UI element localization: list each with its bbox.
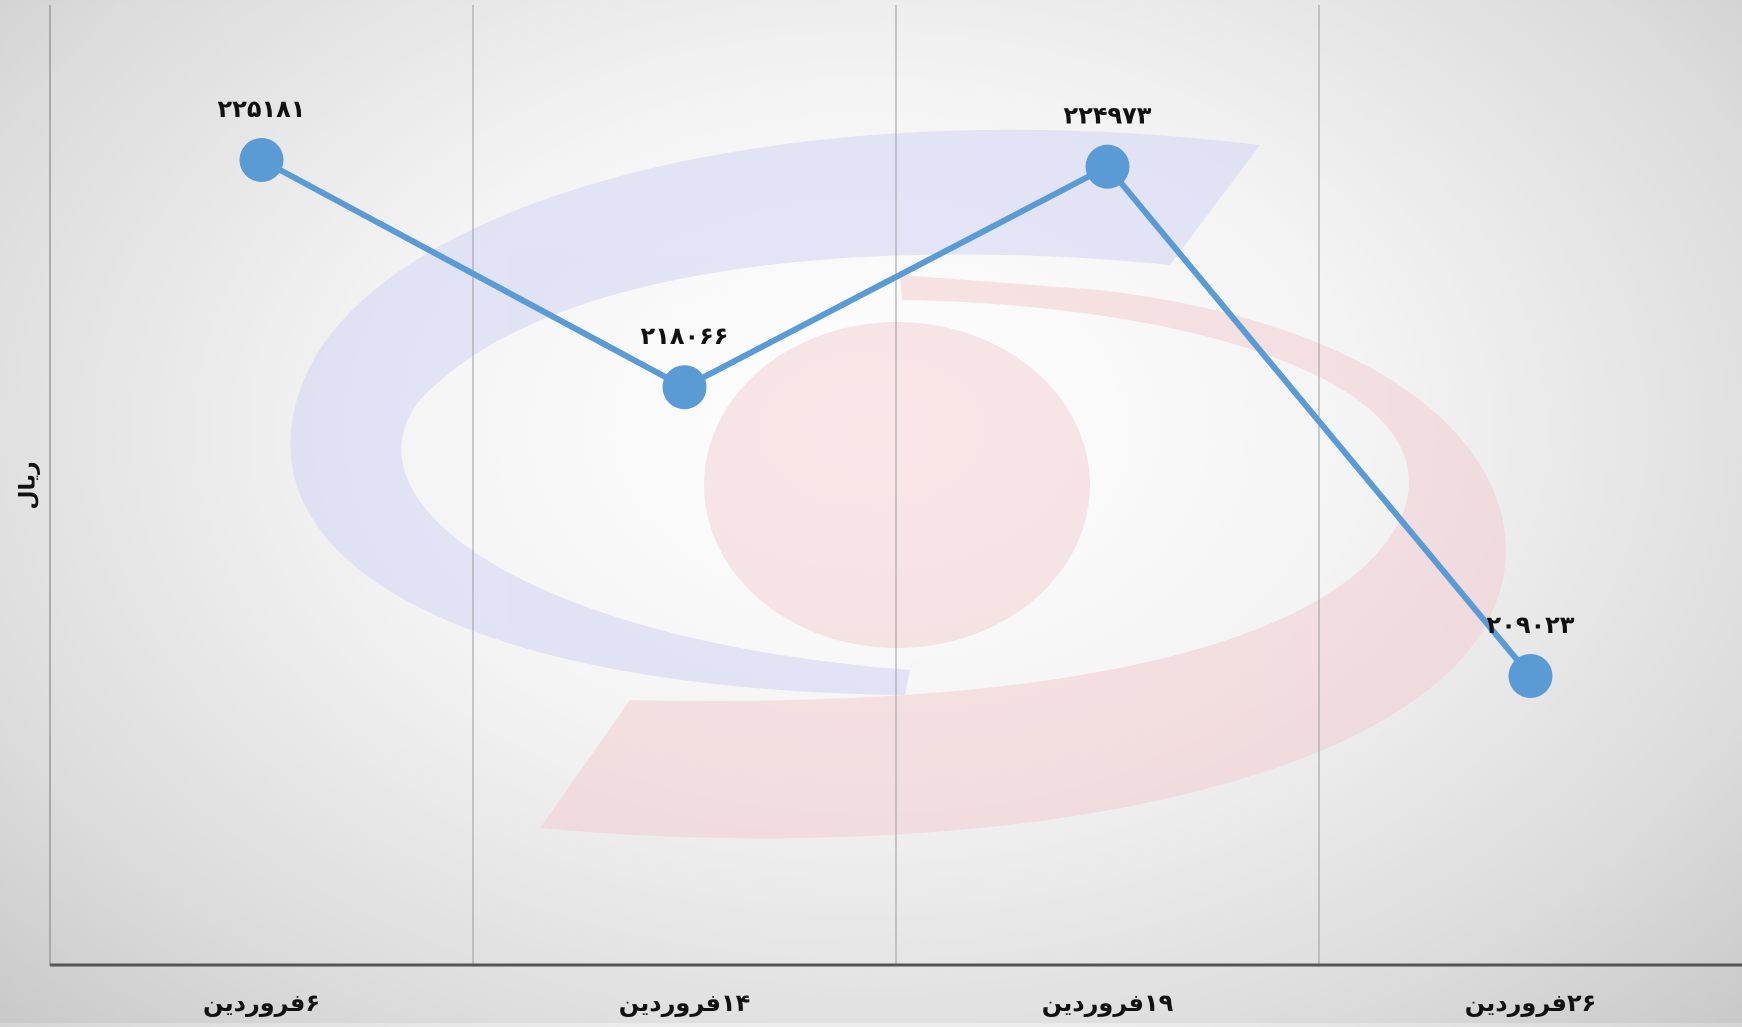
- data-label: ۲۲۴۹۷۳: [1064, 102, 1152, 130]
- x-tick-label: ۶فروردین: [203, 989, 320, 1017]
- y-axis-label-box: ریال: [8, 440, 48, 530]
- axes: [49, 5, 1742, 967]
- watermark-red-arc: [540, 275, 1506, 839]
- data-labels: ۲۲۵۱۸۱ ۲۱۸۰۶۶ ۲۲۴۹۷۳ ۲۰۹۰۲۳: [218, 95, 1575, 639]
- x-tick-label: ۱۴فروردین: [619, 989, 751, 1017]
- watermark-logo: [290, 129, 1506, 839]
- x-tick-label: ۱۹فروردین: [1042, 989, 1174, 1017]
- data-label: ۲۰۹۰۲۳: [1487, 611, 1575, 639]
- data-point: [1508, 654, 1553, 698]
- data-point: [239, 138, 284, 182]
- gridlines: [472, 5, 1320, 965]
- watermark-blue-arc: [290, 129, 1260, 695]
- series-polyline: [260, 157, 1533, 678]
- data-points: [239, 138, 1553, 698]
- series-line: [260, 157, 1533, 678]
- watermark-red-disc: [704, 322, 1090, 648]
- data-point: [1085, 144, 1130, 189]
- y-axis-label: ریال: [15, 460, 41, 510]
- data-point: [662, 365, 707, 410]
- data-label: ۲۲۵۱۸۱: [218, 95, 306, 123]
- data-label: ۲۱۸۰۶۶: [641, 322, 729, 350]
- x-tick-label: ۲۶فروردین: [1465, 989, 1597, 1017]
- x-tick-labels: ۶فروردین ۱۴فروردین ۱۹فروردین ۲۶فروردین: [203, 989, 1596, 1017]
